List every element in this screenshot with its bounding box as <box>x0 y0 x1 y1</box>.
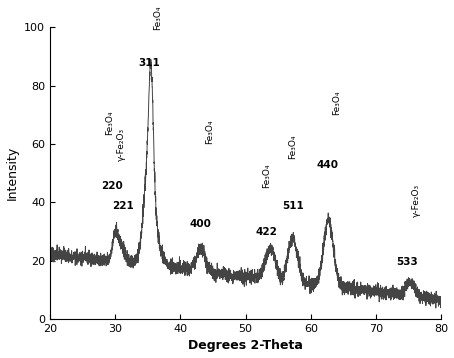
Text: 422: 422 <box>256 227 277 237</box>
Text: γ-Fe₂O₃: γ-Fe₂O₃ <box>412 184 421 217</box>
Text: 220: 220 <box>101 181 123 191</box>
Text: 440: 440 <box>316 160 338 170</box>
Text: 221: 221 <box>112 201 134 211</box>
X-axis label: Degrees 2-Theta: Degrees 2-Theta <box>188 339 303 352</box>
Text: 400: 400 <box>190 219 212 229</box>
Text: γ-Fe₂O₃: γ-Fe₂O₃ <box>117 129 126 161</box>
Text: 533: 533 <box>397 257 418 266</box>
Text: Fe₃O₄: Fe₃O₄ <box>262 163 271 188</box>
Text: 311: 311 <box>138 58 160 68</box>
Y-axis label: Intensity: Intensity <box>5 146 19 200</box>
Text: Fe₃O₄: Fe₃O₄ <box>205 120 214 144</box>
Text: Fe₃O₄: Fe₃O₄ <box>153 6 162 30</box>
Text: Fe₃O₄: Fe₃O₄ <box>105 111 114 135</box>
Text: Fe₃O₄: Fe₃O₄ <box>332 90 341 115</box>
Text: 511: 511 <box>282 201 304 211</box>
Text: Fe₃O₄: Fe₃O₄ <box>288 134 297 159</box>
